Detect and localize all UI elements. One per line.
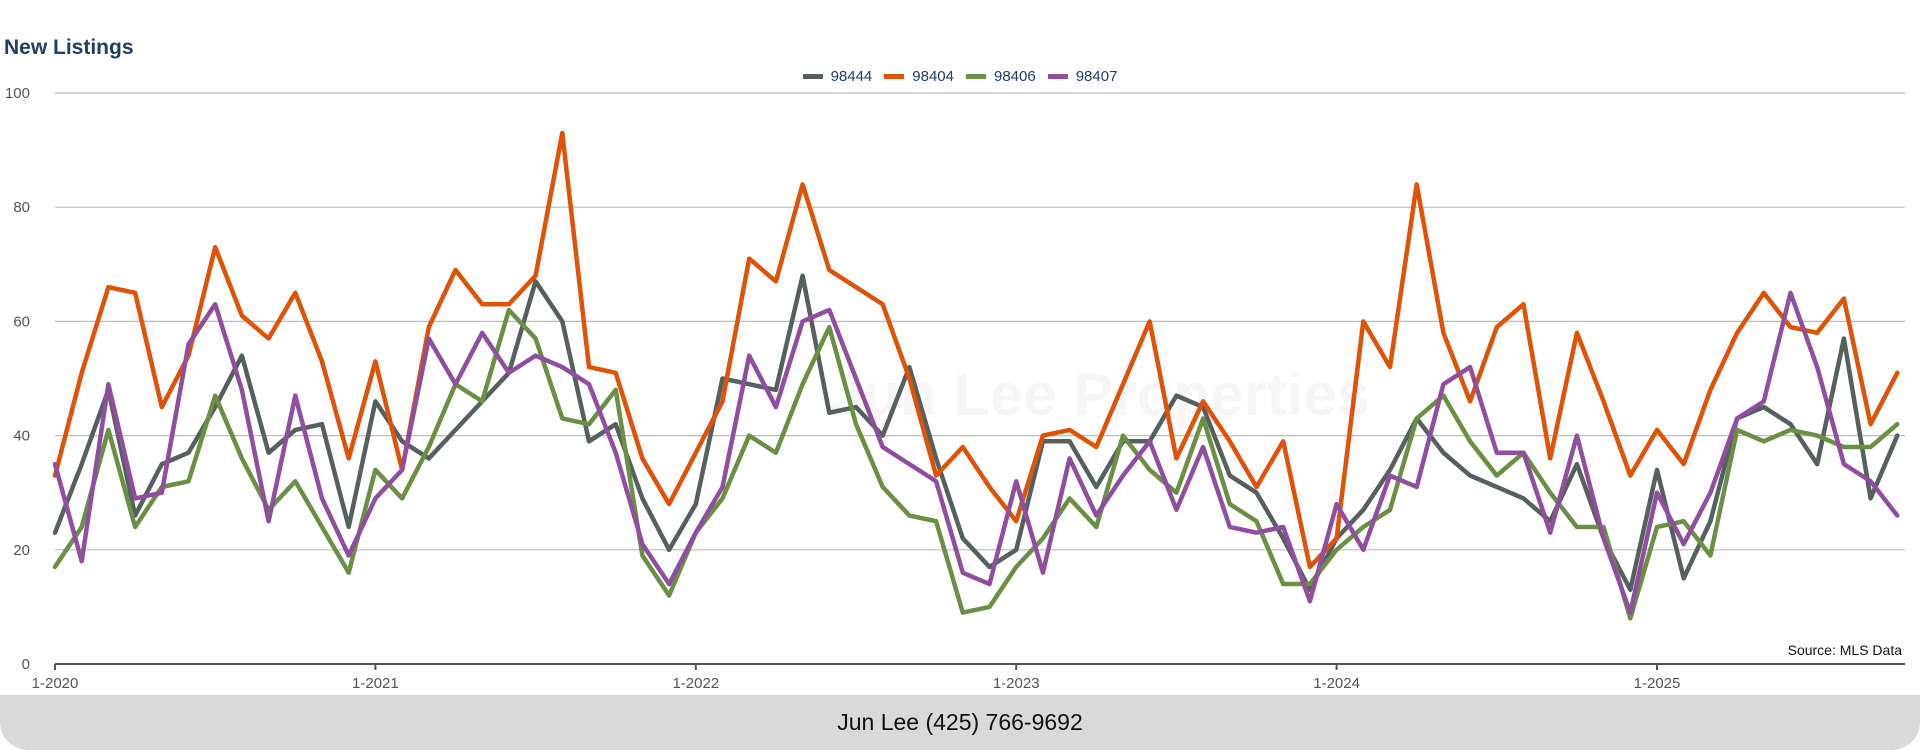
legend-swatch [884, 74, 905, 79]
series-line-98404 [52, 130, 1900, 570]
legend-swatch [1047, 74, 1068, 79]
series-line-98406 [52, 307, 1900, 621]
chart-title: New Listings [4, 36, 134, 59]
x-tick-label: 1-2024 [1313, 675, 1360, 692]
y-tick-label: 80 [13, 199, 30, 216]
y-tick-label: 60 [13, 313, 30, 330]
x-tick-label: 1-2020 [32, 675, 79, 692]
y-tick-label: 0 [22, 656, 30, 673]
legend-swatch [802, 74, 823, 79]
footer-bar: Jun Lee (425) 766-9692 [0, 695, 1920, 750]
x-tick-label: 1-2022 [672, 675, 719, 692]
legend-label: 98444 [830, 68, 873, 85]
legend-item-98407[interactable]: 98407 [1047, 68, 1118, 85]
legend-label: 98407 [1075, 68, 1118, 85]
legend-label: 98406 [994, 68, 1036, 85]
legend: 98444 98404 98406 98407 [0, 66, 1920, 85]
line-chart: 0 20 40 60 80 100 1-2020 1-2021 1-2022 1-2023 1-20… [5, 85, 1905, 692]
x-tick-label: 1-2025 [1634, 675, 1681, 692]
series-line-98407 [52, 290, 1900, 615]
source-note: Source: MLS Data [1787, 642, 1902, 658]
legend-item-98404[interactable]: 98404 [884, 68, 954, 85]
legend-label: 98404 [912, 68, 954, 85]
y-tick-label: 40 [13, 428, 30, 445]
legend-item-98444[interactable]: 98444 [802, 68, 873, 85]
x-tick-label: 1-2021 [352, 675, 399, 692]
x-tick-label: 1-2023 [993, 675, 1040, 692]
y-tick-label: 20 [13, 542, 30, 559]
contact-info: Jun Lee (425) 766-9692 [837, 709, 1083, 735]
legend-swatch [966, 74, 986, 79]
legend-item-98406[interactable]: 98406 [966, 68, 1036, 85]
y-tick-label: 100 [5, 85, 30, 102]
series-line-98444 [52, 273, 1900, 593]
